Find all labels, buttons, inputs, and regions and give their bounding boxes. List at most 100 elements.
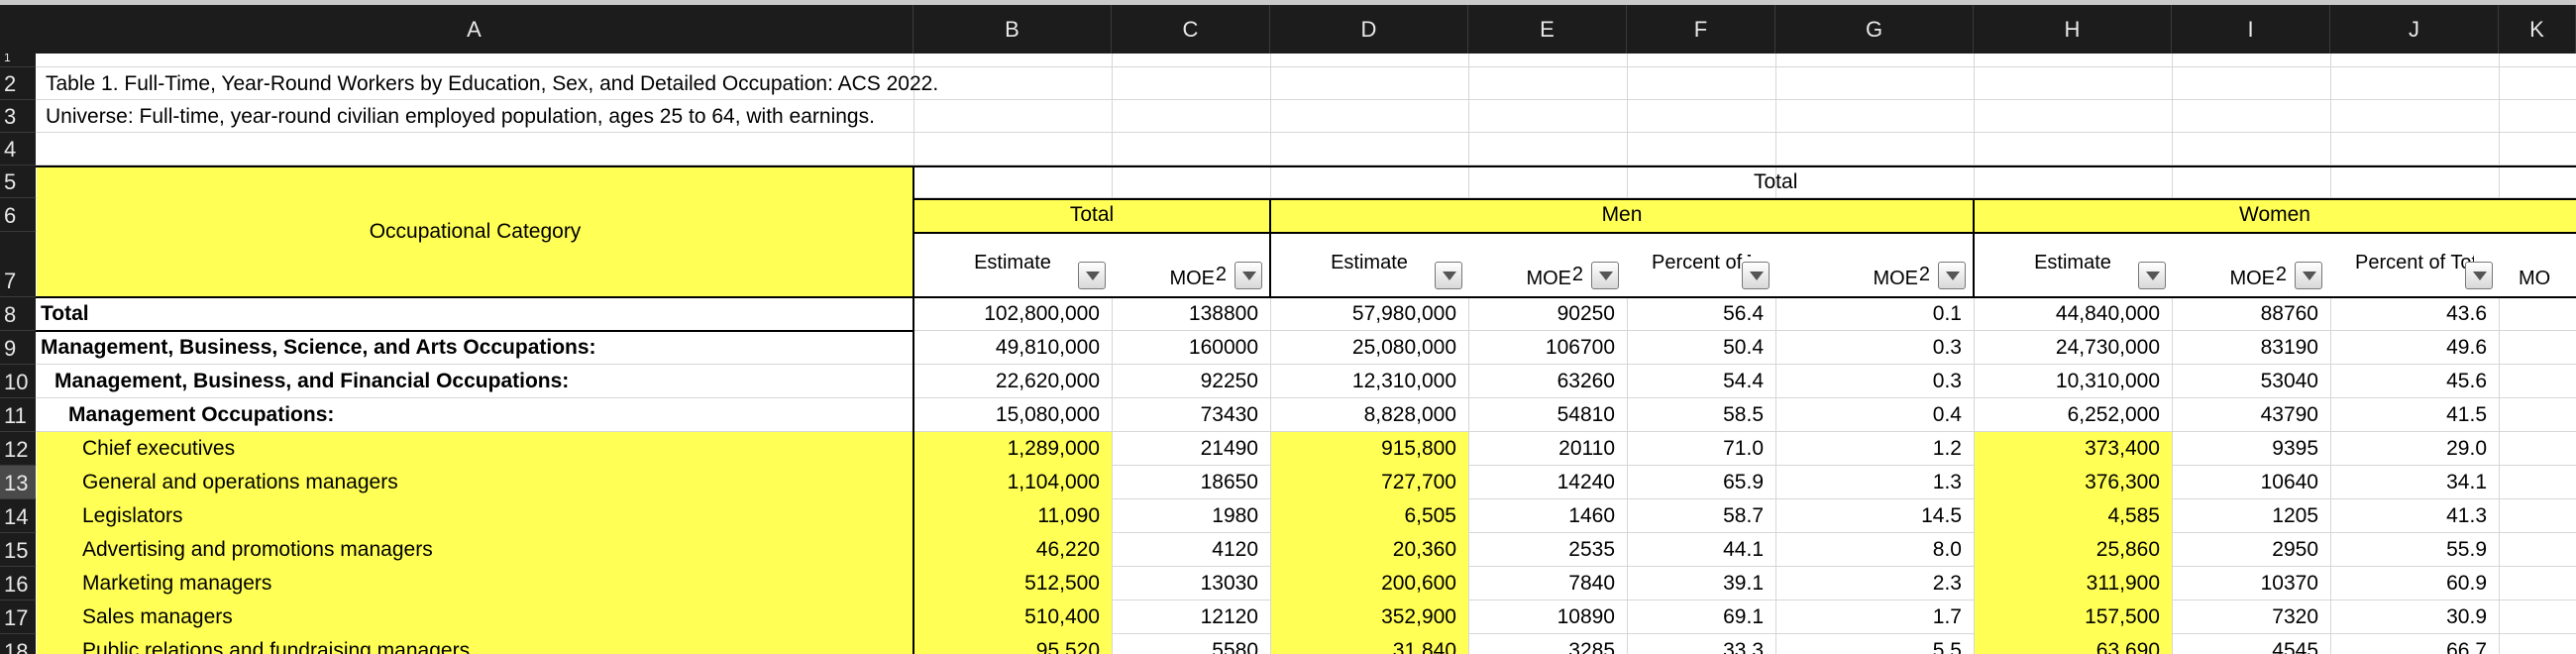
filter-dropdown-icon[interactable]: [1938, 262, 1966, 289]
data-cell[interactable]: 915,800: [1271, 432, 1468, 466]
data-cell[interactable]: 34.1: [2331, 466, 2499, 499]
data-cell[interactable]: 56.4: [1628, 297, 1775, 331]
occupational-category-header[interactable]: Occupational Category: [37, 165, 913, 297]
data-cell[interactable]: 20,360: [1271, 533, 1468, 567]
data-cell[interactable]: 1460: [1469, 499, 1627, 533]
column-subheader-k-partial[interactable]: MO: [2499, 232, 2576, 297]
filter-dropdown-icon[interactable]: [1742, 262, 1770, 289]
data-cell[interactable]: 14240: [1469, 466, 1627, 499]
data-cell[interactable]: 73430: [1113, 398, 1270, 432]
data-cell[interactable]: 41.3: [2331, 499, 2499, 533]
data-cell[interactable]: 45.6: [2331, 365, 2499, 398]
row-label[interactable]: Management, Business, and Financial Occu…: [37, 365, 913, 398]
row-label[interactable]: Total: [37, 297, 913, 331]
universe-cell[interactable]: Universe: Full-time, year-round civilian…: [36, 100, 2017, 133]
filter-dropdown-icon[interactable]: [2465, 262, 2493, 289]
row-header-1[interactable]: 1: [0, 54, 36, 67]
row-label[interactable]: Sales managers: [37, 600, 913, 634]
row-label[interactable]: Marketing managers: [37, 567, 913, 600]
data-cell[interactable]: 60.9: [2331, 567, 2499, 600]
data-cell[interactable]: 4545: [2173, 634, 2330, 654]
column-header-b[interactable]: B: [913, 5, 1112, 54]
row-header-9[interactable]: 9: [0, 331, 36, 365]
column-header-a[interactable]: A: [36, 5, 913, 54]
data-cell[interactable]: 90250: [1469, 297, 1627, 331]
row-header-17[interactable]: 17: [0, 600, 36, 634]
row-header-3[interactable]: 3: [0, 100, 36, 133]
data-cell[interactable]: 69.1: [1628, 600, 1775, 634]
column-subheader-estimate[interactable]: Estimate: [913, 232, 1112, 297]
row-label[interactable]: General and operations managers: [37, 466, 913, 499]
data-cell[interactable]: 63,690: [1975, 634, 2172, 654]
filter-dropdown-icon[interactable]: [2295, 262, 2322, 289]
data-cell[interactable]: 160000: [1113, 331, 1270, 365]
data-cell[interactable]: 102,800,000: [914, 297, 1112, 331]
data-cell[interactable]: 0.3: [1776, 331, 1974, 365]
data-cell[interactable]: 24,730,000: [1975, 331, 2172, 365]
data-cell[interactable]: 12,310,000: [1271, 365, 1468, 398]
filter-dropdown-icon[interactable]: [1078, 262, 1106, 289]
data-cell[interactable]: 39.1: [1628, 567, 1775, 600]
row-label[interactable]: Chief executives: [37, 432, 913, 466]
data-cell[interactable]: 7320: [2173, 600, 2330, 634]
data-cell[interactable]: 4,585: [1975, 499, 2172, 533]
row-header-16[interactable]: 16: [0, 567, 36, 600]
data-cell[interactable]: 29.0: [2331, 432, 2499, 466]
filter-dropdown-icon[interactable]: [1435, 262, 1462, 289]
data-cell[interactable]: 1980: [1113, 499, 1270, 533]
column-subheader-estimate[interactable]: Estimate: [1974, 232, 2172, 297]
total-header-top[interactable]: Total: [913, 165, 2576, 198]
data-cell[interactable]: 31,840: [1271, 634, 1468, 654]
data-cell[interactable]: 88760: [2173, 297, 2330, 331]
data-cell[interactable]: 0.4: [1776, 398, 1974, 432]
data-cell[interactable]: 1.7: [1776, 600, 1974, 634]
data-cell[interactable]: 2.3: [1776, 567, 1974, 600]
data-cell[interactable]: 106700: [1469, 331, 1627, 365]
column-subheader-estimate[interactable]: Estimate: [1270, 232, 1468, 297]
filter-dropdown-icon[interactable]: [1591, 262, 1619, 289]
row-header-10[interactable]: 10: [0, 365, 36, 398]
data-cell[interactable]: 57,980,000: [1271, 297, 1468, 331]
column-header-k[interactable]: K: [2499, 5, 2576, 54]
data-cell[interactable]: 54.4: [1628, 365, 1775, 398]
data-cell[interactable]: 1,104,000: [914, 466, 1112, 499]
column-header-f[interactable]: F: [1627, 5, 1775, 54]
row-header-13[interactable]: 13: [0, 466, 36, 499]
column-header-h[interactable]: H: [1974, 5, 2172, 54]
row-header-7[interactable]: 7: [0, 232, 36, 297]
data-cell[interactable]: 15,080,000: [914, 398, 1112, 432]
data-cell[interactable]: 41.5: [2331, 398, 2499, 432]
row-header-2[interactable]: 2: [0, 67, 36, 100]
data-cell[interactable]: 1,289,000: [914, 432, 1112, 466]
data-cell[interactable]: 510,400: [914, 600, 1112, 634]
row-label[interactable]: Management Occupations:: [37, 398, 913, 432]
row-header-11[interactable]: 11: [0, 398, 36, 432]
data-cell[interactable]: 727,700: [1271, 466, 1468, 499]
column-subheader-percent-of-total[interactable]: Percent of Total: [2330, 232, 2499, 297]
data-cell[interactable]: 20110: [1469, 432, 1627, 466]
column-header-d[interactable]: D: [1270, 5, 1468, 54]
row-header-8[interactable]: 8: [0, 297, 36, 331]
data-cell[interactable]: 50.4: [1628, 331, 1775, 365]
data-cell[interactable]: 66.7: [2331, 634, 2499, 654]
data-cell[interactable]: 14.5: [1776, 499, 1974, 533]
data-cell[interactable]: 373,400: [1975, 432, 2172, 466]
data-cell[interactable]: 7840: [1469, 567, 1627, 600]
row-header-18[interactable]: 18: [0, 634, 36, 654]
filter-dropdown-icon[interactable]: [1234, 262, 1262, 289]
data-cell[interactable]: 33.3: [1628, 634, 1775, 654]
data-cell[interactable]: 25,080,000: [1271, 331, 1468, 365]
column-subheader-moe[interactable]: MOE 2: [1775, 232, 1974, 297]
data-cell[interactable]: 0.1: [1776, 297, 1974, 331]
data-cell[interactable]: 46,220: [914, 533, 1112, 567]
row-header-15[interactable]: 15: [0, 533, 36, 567]
data-cell[interactable]: 3285: [1469, 634, 1627, 654]
data-cell[interactable]: 10,310,000: [1975, 365, 2172, 398]
data-cell[interactable]: 63260: [1469, 365, 1627, 398]
data-cell[interactable]: 21490: [1113, 432, 1270, 466]
data-cell[interactable]: 376,300: [1975, 466, 2172, 499]
data-cell[interactable]: 49.6: [2331, 331, 2499, 365]
data-cell[interactable]: 44.1: [1628, 533, 1775, 567]
data-cell[interactable]: 8,828,000: [1271, 398, 1468, 432]
